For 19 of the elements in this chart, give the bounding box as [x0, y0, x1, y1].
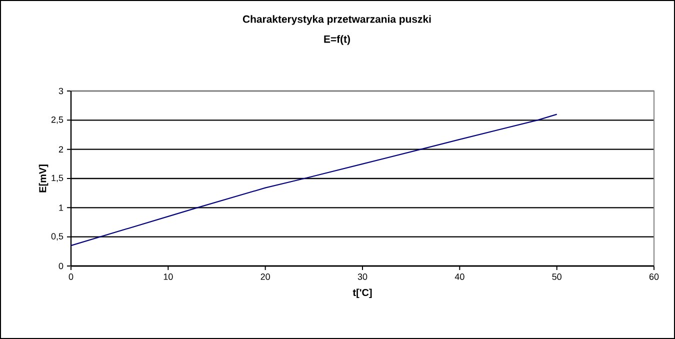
y-tick-label: 0 — [58, 262, 64, 270]
y-axis-title: E[mV] — [38, 164, 48, 192]
y-tick-label: 3 — [58, 88, 64, 94]
x-tick-label: 0 — [68, 274, 74, 280]
y-tick-label: 2 — [58, 146, 64, 152]
x-tick-label: 10 — [164, 274, 173, 280]
y-tick-label: 1,5 — [52, 174, 64, 182]
chart-title: Charakterystyka przetwarzania puszki — [242, 15, 431, 25]
y-tick-label: 1 — [59, 204, 64, 211]
y-tick-label: 2,5 — [51, 116, 64, 124]
x-axis-title: t['C] — [352, 288, 372, 298]
y-tick-label: 0,5 — [51, 233, 64, 241]
x-tick-label: 30 — [358, 274, 368, 280]
chart-subtitle: E=f(t) — [324, 35, 350, 45]
x-tick-label: 50 — [552, 274, 562, 280]
x-tick-label: 60 — [649, 274, 659, 280]
x-tick-label: 20 — [260, 274, 270, 280]
line-series — [70, 114, 558, 246]
x-tick-label: 40 — [454, 274, 464, 280]
